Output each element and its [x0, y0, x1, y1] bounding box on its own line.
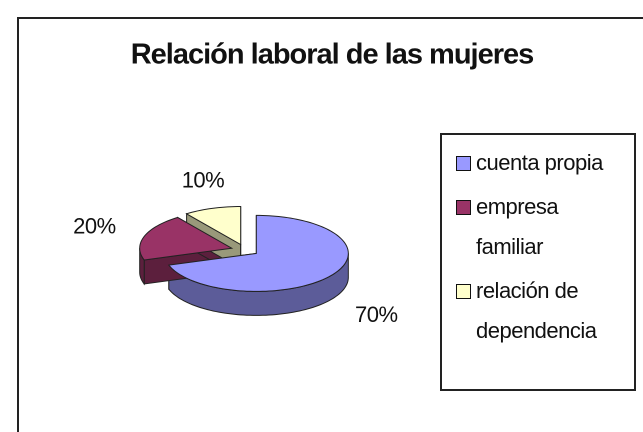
slice: [185, 205, 242, 246]
legend-swatch: [456, 200, 471, 215]
chart-title: Relación laboral de las mujeres: [131, 39, 534, 71]
data-label: 20%: [73, 214, 116, 239]
legend-swatch: [456, 156, 471, 171]
data-label: 10%: [182, 168, 225, 193]
legend-label: empresa familiar: [476, 194, 559, 259]
legend-entry: relación de dependencia: [456, 271, 628, 351]
data-label: 70%: [355, 302, 398, 327]
legend-entry: cuenta propia: [456, 143, 628, 183]
slice: [139, 216, 234, 261]
legend-label: cuenta propia: [476, 150, 603, 175]
legend: cuenta propia empresa familiar relación de…: [440, 133, 636, 391]
chart-frame: [17, 17, 643, 432]
legend-label: relación de dependencia: [476, 278, 597, 343]
legend-entry: empresa familiar: [456, 187, 628, 267]
legend-swatch: [456, 284, 471, 299]
slice: [167, 214, 349, 292]
